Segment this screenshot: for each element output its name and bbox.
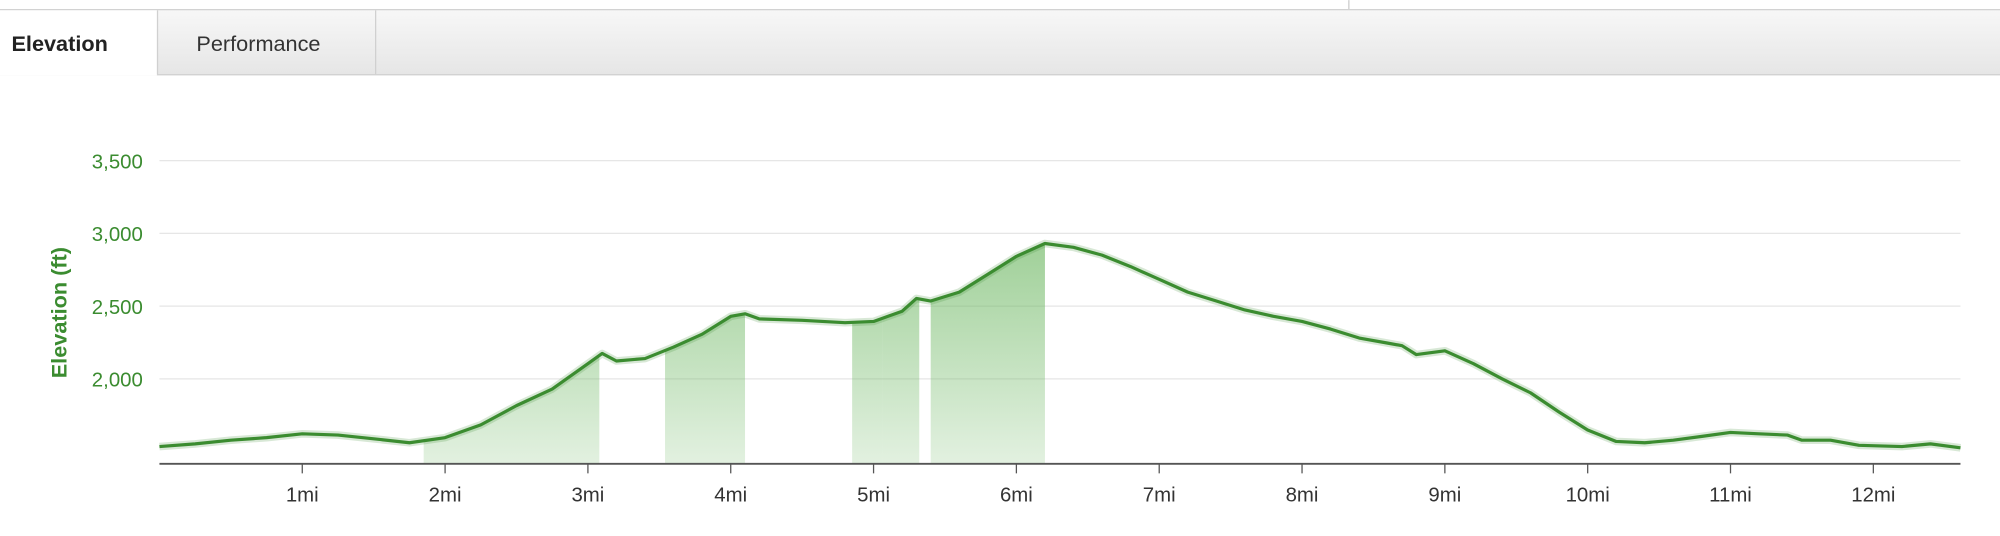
x-tick-label: 3mi: [571, 484, 604, 506]
x-tick-label: 5mi: [857, 484, 890, 506]
y-tick-label: 2,000: [92, 370, 143, 392]
y-tick-label: 2,500: [92, 297, 143, 319]
x-tick-label: 11mi: [1709, 484, 1752, 506]
tab-bar: [0, 10, 2000, 75]
x-tick-label: 6mi: [1000, 484, 1033, 506]
x-tick-label: 10mi: [1566, 484, 1610, 506]
elevation-line-shadow: [159, 239, 1961, 452]
x-tick-label: 4mi: [714, 484, 747, 506]
tab-performance[interactable]: Performance: [196, 31, 320, 56]
climb-highlight: [665, 243, 746, 464]
climb-highlight: [852, 243, 883, 464]
tab-active[interactable]: [0, 10, 157, 76]
climb-highlight: [930, 243, 1045, 464]
climb-highlight: [882, 243, 920, 464]
y-tick-label: 3,000: [92, 224, 143, 246]
tab-elevation[interactable]: Elevation: [11, 31, 107, 56]
x-tick-label: 9mi: [1428, 484, 1461, 506]
x-tick-label: 1mi: [286, 484, 319, 506]
x-tick-label: 7mi: [1143, 484, 1176, 506]
x-tick-label: 12mi: [1851, 484, 1895, 506]
x-tick-label: 2mi: [429, 484, 462, 506]
x-tick-label: 8mi: [1286, 484, 1319, 506]
y-tick-label: 3,500: [92, 151, 143, 173]
y-axis-title: Elevation (ft): [46, 247, 71, 378]
elevation-line: [159, 241, 1961, 450]
